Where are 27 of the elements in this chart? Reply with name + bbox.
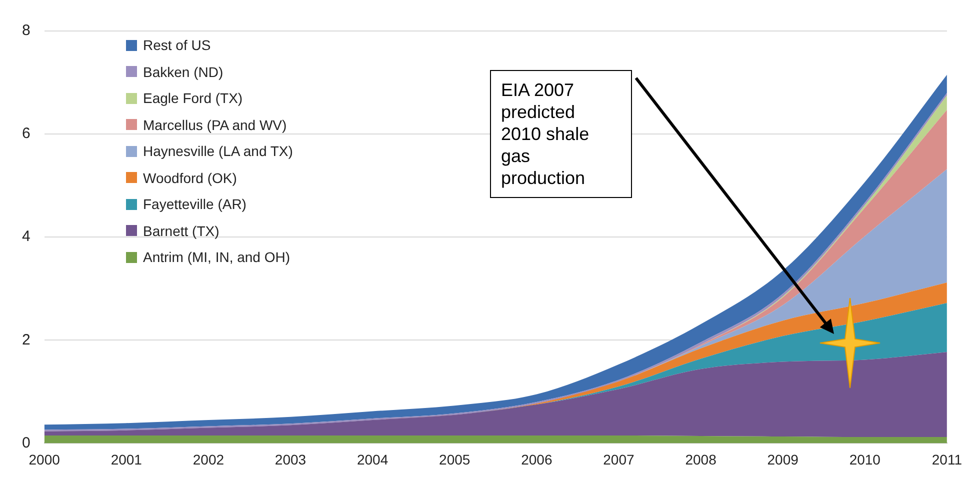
legend-label: Woodford (OK) bbox=[143, 168, 237, 188]
x-tick-label: 2005 bbox=[439, 451, 470, 468]
legend-label: Haynesville (LA and TX) bbox=[143, 142, 293, 161]
x-tick-label: 2010 bbox=[849, 451, 881, 468]
legend-label: Marcellus (PA and WV) bbox=[143, 116, 287, 135]
y-tick-label: 2 bbox=[22, 331, 30, 348]
x-tick-label: 2009 bbox=[767, 451, 799, 468]
x-tick-label: 2000 bbox=[28, 451, 60, 468]
annotation: EIA 2007 predicted 2010 shale gas production bbox=[490, 70, 632, 198]
x-tick-label: 2001 bbox=[110, 451, 142, 468]
y-tick-label: 8 bbox=[22, 22, 30, 40]
legend-label: Eagle Ford (TX) bbox=[143, 89, 243, 108]
legend-label: Antrim (MI, IN, and OH) bbox=[143, 248, 290, 267]
legend-label: Fayetteville (AR) bbox=[143, 195, 246, 214]
x-tick-label: 2007 bbox=[603, 451, 635, 468]
legend-label: Rest of US bbox=[143, 36, 211, 55]
x-tick-label: 2008 bbox=[685, 451, 717, 468]
y-tick-label: 6 bbox=[22, 125, 30, 142]
legend-label: Bakken (ND) bbox=[143, 62, 224, 82]
x-tick-label: 2011 bbox=[932, 451, 962, 468]
x-tick-label: 2004 bbox=[356, 451, 388, 468]
x-tick-label: 2002 bbox=[192, 451, 224, 468]
legend-label: Barnett (TX) bbox=[143, 222, 220, 241]
x-tick-label: 2003 bbox=[274, 451, 306, 468]
y-tick-label: 0 bbox=[22, 434, 30, 452]
y-tick-label: 4 bbox=[22, 228, 30, 246]
x-tick-label: 2006 bbox=[521, 451, 552, 468]
